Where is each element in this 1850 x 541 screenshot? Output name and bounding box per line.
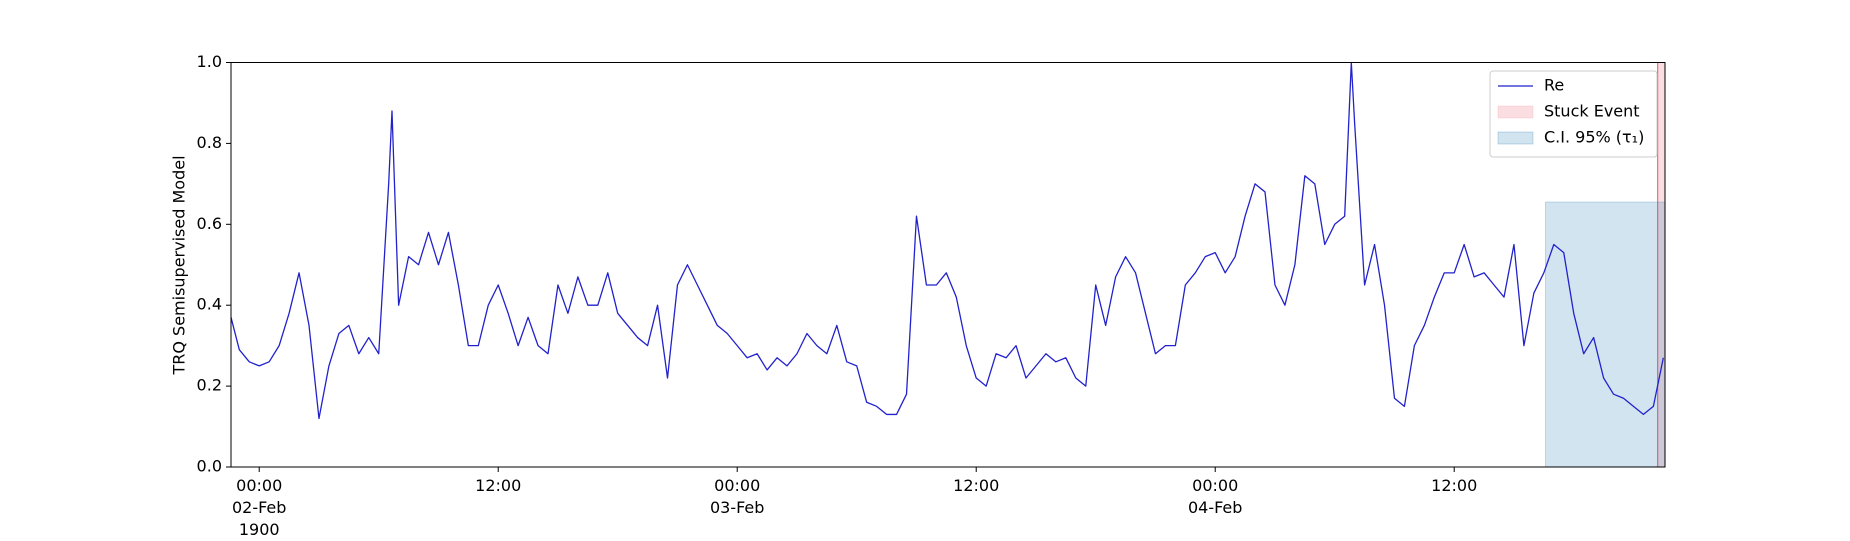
x-tick-label: 12:00	[953, 476, 1000, 495]
legend: Re Stuck Event C.I. 95% (τ₁)	[1489, 70, 1658, 158]
page: TRQ Semisupervised Model 0.0 0.2 0.4 0.6 0.8…	[169, 52, 1666, 539]
legend-box	[1489, 70, 1658, 158]
legend-label: Re	[1544, 76, 1564, 95]
x-tick-label: 12:00	[1431, 476, 1478, 495]
x-tick-label: 00:00 03-Feb	[709, 476, 765, 517]
chart: TRQ Semisupervised Model 0.0 0.2 0.4 0.6 0.8…	[170, 52, 1666, 476]
region	[1545, 201, 1666, 468]
legend-label: Stuck Event	[1544, 102, 1640, 121]
x-tick-label: 12:00	[475, 476, 522, 495]
y-tick-label: 0.6	[197, 214, 222, 233]
legend-swatch	[1497, 105, 1534, 119]
y-tick-label: 0.4	[197, 295, 222, 314]
legend-swatch	[1497, 131, 1534, 145]
y-tick-label: 1.0	[197, 52, 222, 71]
y-axis-label: TRQ Semisupervised Model	[170, 155, 189, 375]
y-tick-label: 0.8	[197, 133, 222, 152]
data-line	[230, 61, 1664, 420]
plot-frame	[230, 62, 1666, 468]
y-tick-label: 0.2	[197, 376, 222, 395]
x-tick-label: 00:00 04-Feb	[1187, 476, 1243, 517]
x-tick-label: 00:00 02-Feb 1900	[231, 476, 287, 539]
legend-label: C.I. 95% (τ₁)	[1544, 128, 1644, 147]
y-tick-label: 0.0	[197, 457, 222, 476]
